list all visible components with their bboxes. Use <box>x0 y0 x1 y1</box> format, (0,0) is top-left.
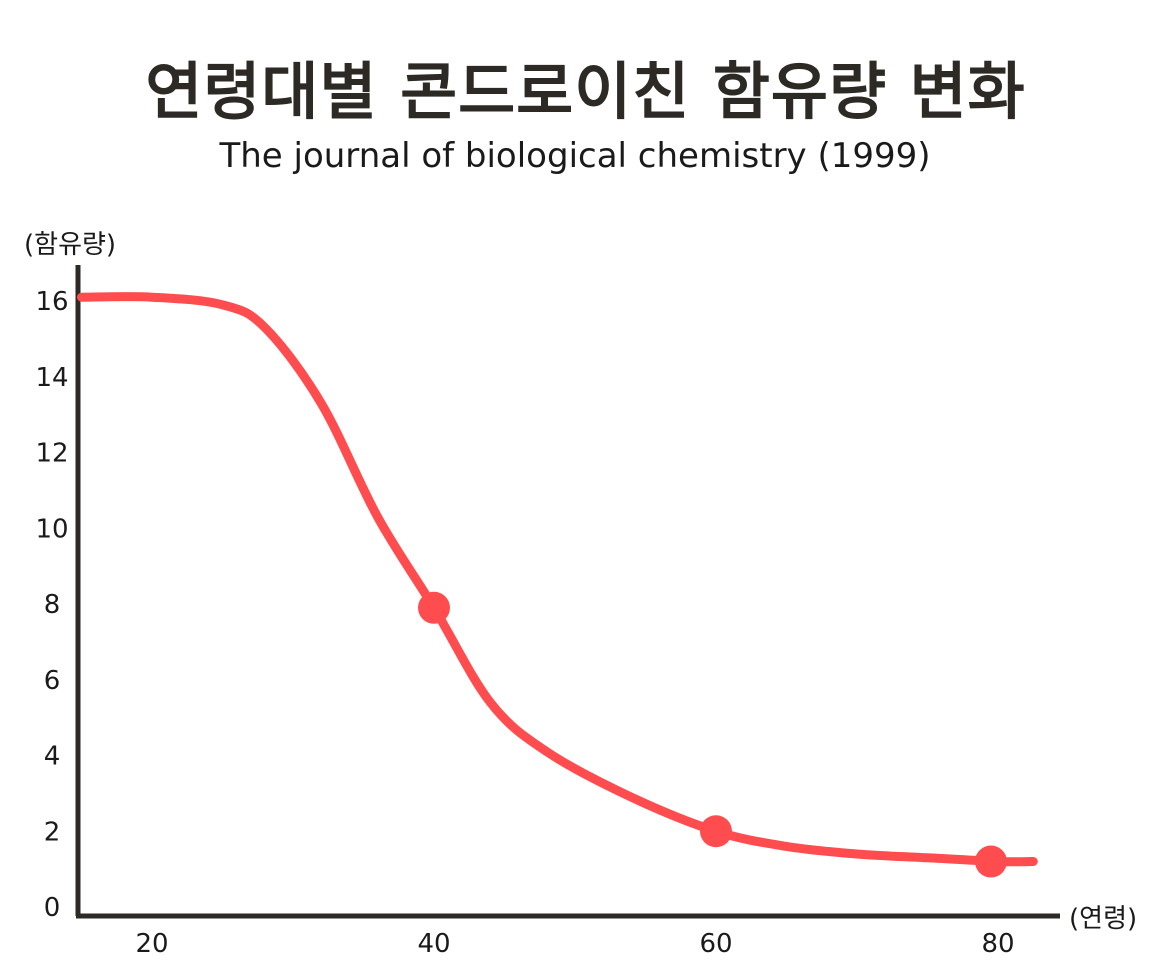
y-tick-label: 14 <box>35 363 68 393</box>
y-tick-label: 0 <box>44 893 61 923</box>
data-point-marker <box>418 591 450 624</box>
y-tick-label: 4 <box>44 742 61 772</box>
y-tick-labels: 0 2 4 6 8 10 12 14 16 <box>35 287 68 923</box>
x-tick-labels: 20 40 60 80 <box>135 929 1014 959</box>
chart-title: 연령대별 콘드로이친 함유량 변화 <box>145 55 1026 128</box>
series-group <box>77 292 1038 878</box>
y-tick-label: 6 <box>44 666 61 696</box>
x-tick-label: 20 <box>135 929 168 959</box>
data-point-marker <box>974 845 1007 878</box>
series-line <box>77 292 1038 867</box>
y-axis-label: (함유량) <box>24 230 116 260</box>
y-tick-label: 12 <box>35 439 68 469</box>
chart-subtitle: The journal of biological chemistry (199… <box>219 136 931 176</box>
x-tick-label: 40 <box>417 929 450 959</box>
y-tick-label: 16 <box>35 287 68 317</box>
x-tick-label: 60 <box>699 929 732 959</box>
x-axis-label: (연령) <box>1069 904 1137 934</box>
axes <box>75 265 1060 919</box>
x-tick-label: 80 <box>981 929 1014 959</box>
y-tick-label: 8 <box>44 590 61 620</box>
y-tick-label: 10 <box>35 514 68 544</box>
data-point-marker <box>700 815 732 848</box>
y-tick-label: 2 <box>44 817 61 847</box>
